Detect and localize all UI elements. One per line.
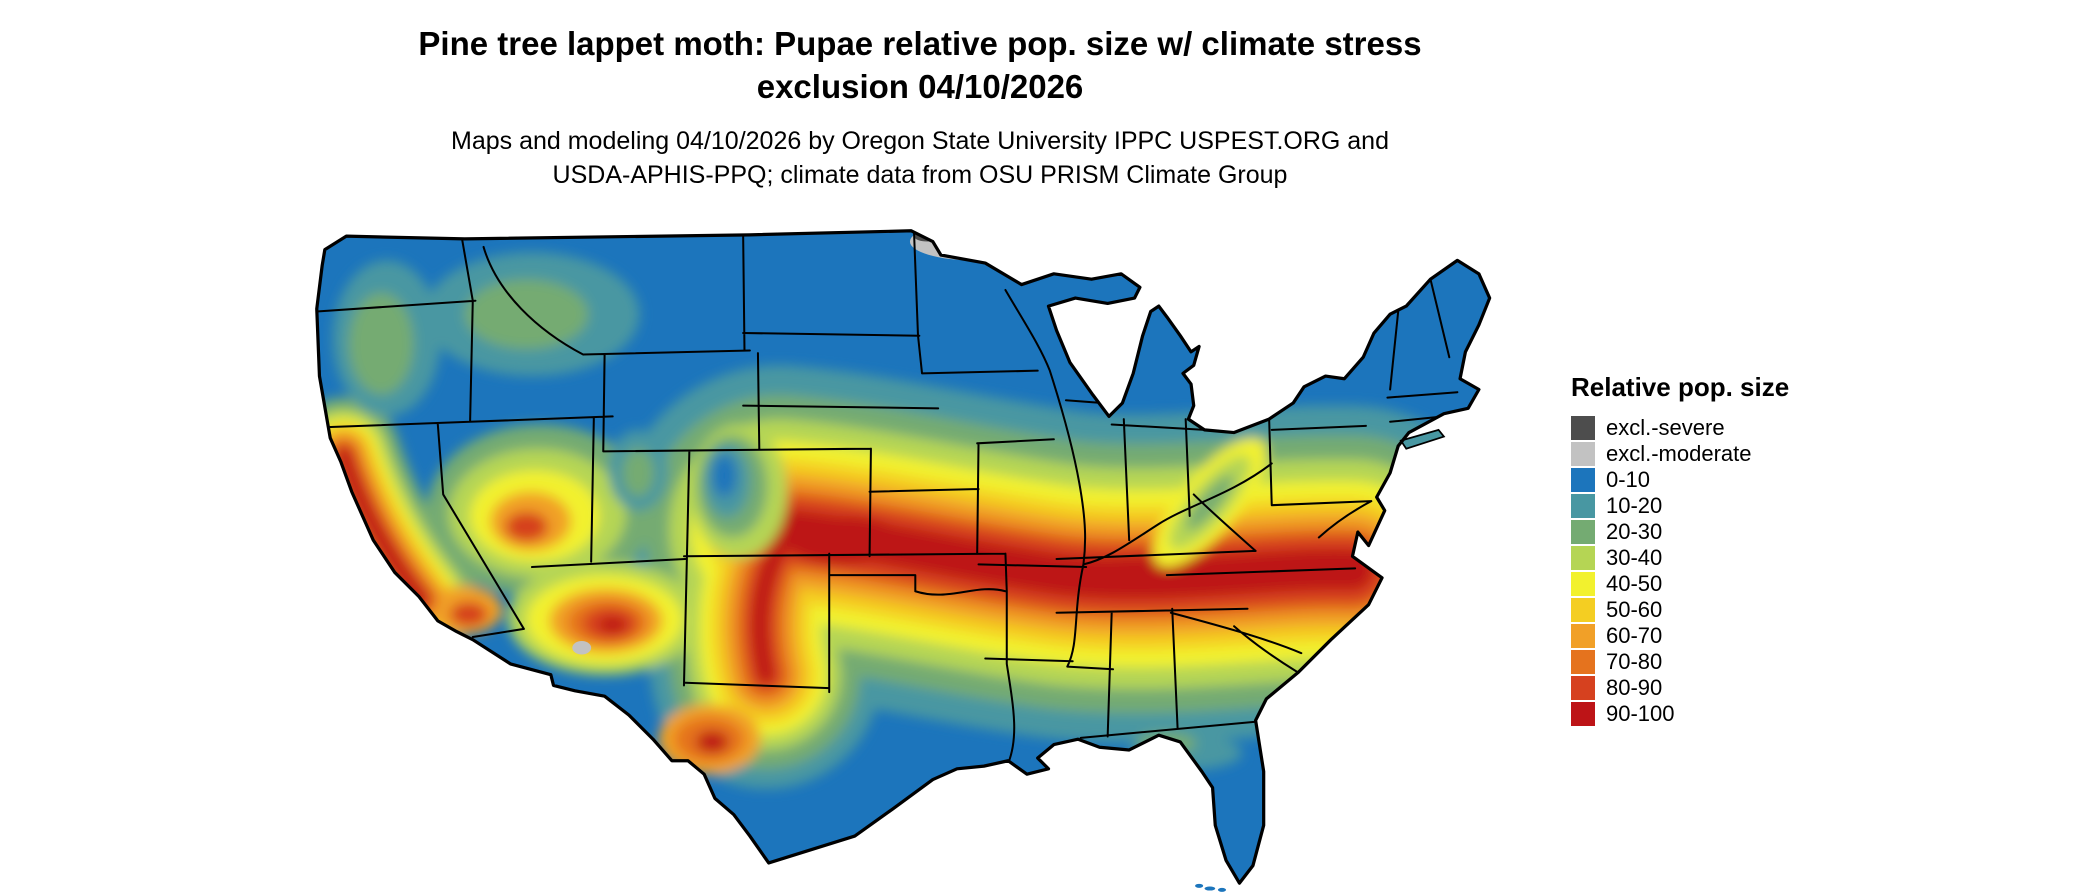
legend-items: excl.-severe excl.-moderate 0-10 10-20 2… bbox=[1571, 415, 1881, 727]
legend-swatch bbox=[1571, 650, 1595, 674]
map-title-line2: exclusion 04/10/2026 bbox=[756, 68, 1084, 105]
florida-keys bbox=[1195, 883, 1227, 892]
title-block: Pine tree lappet moth: Pupae relative po… bbox=[220, 22, 1620, 192]
legend-swatch bbox=[1571, 572, 1595, 596]
legend-swatch bbox=[1571, 624, 1595, 648]
legend-item: excl.-severe bbox=[1571, 415, 1881, 441]
legend-item: excl.-moderate bbox=[1571, 441, 1881, 467]
legend-swatch bbox=[1571, 468, 1595, 492]
legend-label: 40-50 bbox=[1606, 571, 1663, 596]
legend-label: 10-20 bbox=[1606, 493, 1663, 518]
legend-item: 80-90 bbox=[1571, 675, 1881, 701]
legend-label: 70-80 bbox=[1606, 649, 1663, 674]
legend-item: 70-80 bbox=[1571, 649, 1881, 675]
map-title-line1: Pine tree lappet moth: Pupae relative po… bbox=[418, 25, 1422, 62]
legend-swatch bbox=[1571, 520, 1595, 544]
legend-item: 50-60 bbox=[1571, 597, 1881, 623]
legend-item: 60-70 bbox=[1571, 623, 1881, 649]
legend-label: excl.-moderate bbox=[1606, 441, 1752, 466]
legend-label: 0-10 bbox=[1606, 467, 1651, 492]
legend-swatch bbox=[1571, 546, 1595, 570]
long-island bbox=[1399, 428, 1446, 450]
legend: Relative pop. size excl.-severe excl.-mo… bbox=[1571, 372, 1881, 727]
legend-label: 20-30 bbox=[1606, 519, 1663, 544]
us-outline bbox=[315, 229, 1492, 885]
legend-label: 60-70 bbox=[1606, 623, 1663, 648]
legend-item: 30-40 bbox=[1571, 545, 1881, 571]
legend-item: 0-10 bbox=[1571, 467, 1881, 493]
us-population-map bbox=[306, 228, 1530, 892]
legend-label: excl.-severe bbox=[1606, 415, 1725, 440]
legend-item: 10-20 bbox=[1571, 493, 1881, 519]
legend-label: 30-40 bbox=[1606, 545, 1663, 570]
legend-title: Relative pop. size bbox=[1571, 372, 1790, 402]
map-subtitle-line1: Maps and modeling 04/10/2026 by Oregon S… bbox=[451, 127, 1389, 155]
map-subtitle: Maps and modeling 04/10/2026 by Oregon S… bbox=[220, 124, 1620, 192]
legend-label: 50-60 bbox=[1606, 597, 1663, 622]
legend-item: 90-100 bbox=[1571, 701, 1881, 727]
legend-item: 20-30 bbox=[1571, 519, 1881, 545]
legend-swatch bbox=[1571, 598, 1595, 622]
legend-label: 90-100 bbox=[1606, 701, 1675, 726]
legend-swatch bbox=[1571, 494, 1595, 518]
legend-label: 80-90 bbox=[1606, 675, 1663, 700]
map-subtitle-line2: USDA-APHIS-PPQ; climate data from OSU PR… bbox=[552, 161, 1288, 189]
legend-swatch bbox=[1571, 676, 1595, 700]
legend-swatch bbox=[1571, 416, 1595, 440]
us-map-svg bbox=[315, 229, 1492, 892]
state-borders bbox=[316, 230, 1459, 765]
legend-item: 40-50 bbox=[1571, 571, 1881, 597]
legend-swatch bbox=[1571, 442, 1595, 466]
legend-swatch bbox=[1571, 702, 1595, 726]
